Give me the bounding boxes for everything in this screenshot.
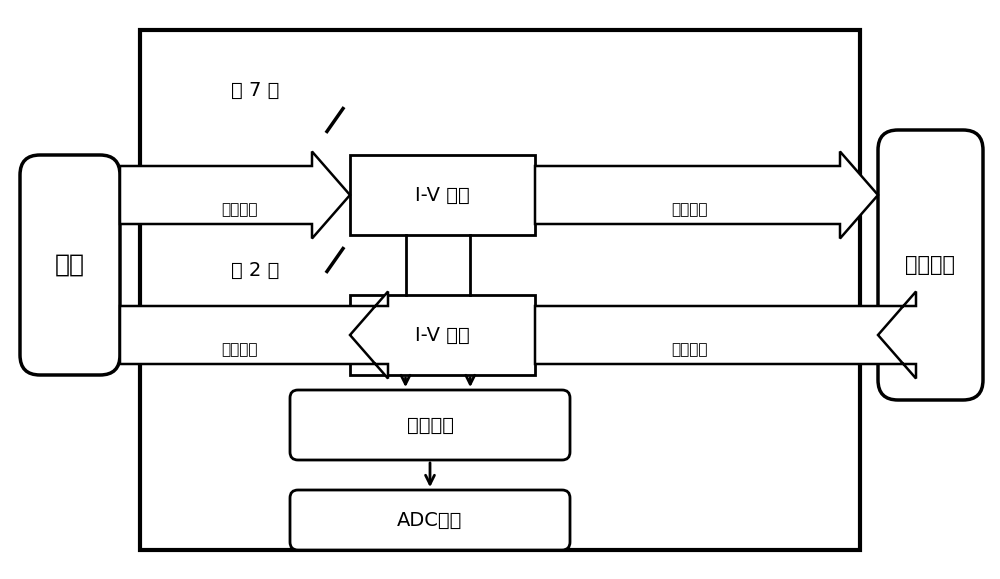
Text: 共 7 路: 共 7 路 (231, 80, 279, 100)
Text: 显示模组: 显示模组 (906, 255, 956, 275)
Text: 电流方向: 电流方向 (672, 203, 708, 218)
Text: 电流方向: 电流方向 (222, 343, 258, 357)
Bar (140, 30, 860, 550)
Polygon shape (120, 152, 350, 239)
FancyBboxPatch shape (20, 155, 120, 375)
FancyBboxPatch shape (290, 390, 570, 460)
Text: 电流方向: 电流方向 (222, 203, 258, 218)
Text: I-V 转换: I-V 转换 (415, 185, 470, 204)
Text: 共 2 路: 共 2 路 (231, 261, 279, 280)
Bar (350, 155, 535, 235)
Text: 开关矩阵: 开关矩阵 (406, 416, 454, 434)
FancyBboxPatch shape (290, 490, 570, 550)
Text: 电源: 电源 (55, 253, 85, 277)
Text: I-V 转换: I-V 转换 (415, 325, 470, 345)
Polygon shape (535, 291, 916, 379)
Text: 电流方向: 电流方向 (672, 343, 708, 357)
Text: ADC采集: ADC采集 (397, 511, 463, 530)
Polygon shape (535, 152, 878, 239)
Polygon shape (120, 291, 388, 379)
Bar (350, 295, 535, 375)
FancyBboxPatch shape (878, 130, 983, 400)
